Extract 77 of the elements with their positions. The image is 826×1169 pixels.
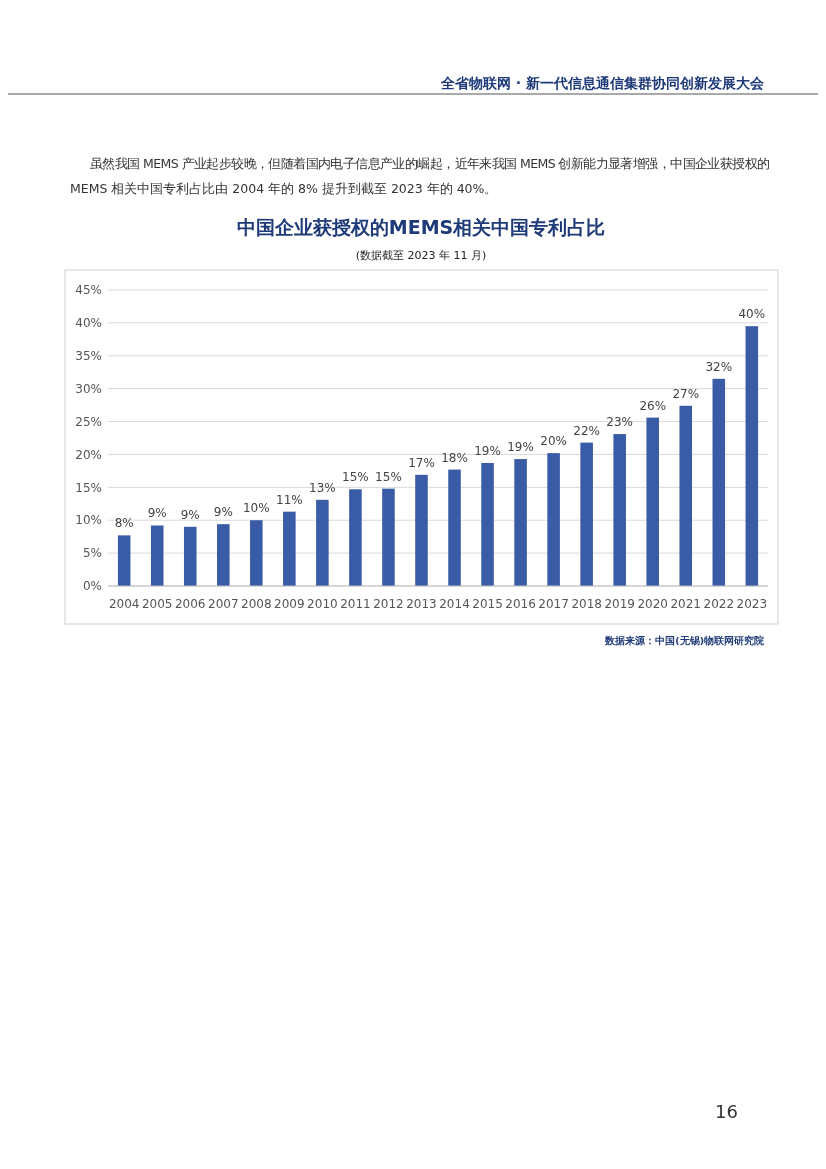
bar bbox=[117, 535, 131, 586]
y-tick-label: 10% bbox=[75, 513, 102, 528]
bar bbox=[514, 459, 527, 586]
x-tick-label: 2019 bbox=[604, 597, 635, 611]
x-tick-label: 2015 bbox=[472, 597, 503, 611]
x-tick-label: 2022 bbox=[703, 597, 735, 611]
data-label: 23% bbox=[606, 415, 634, 430]
text: 16 bbox=[715, 1101, 738, 1122]
data-label: 20% bbox=[540, 434, 567, 449]
bar bbox=[415, 474, 428, 586]
y-tick-label: 5% bbox=[82, 546, 102, 561]
x-tick-label: 2005 bbox=[141, 597, 173, 611]
data-label: 9% bbox=[180, 507, 200, 522]
data-label: 13% bbox=[309, 480, 336, 495]
x-tick-label: 2017 bbox=[538, 597, 569, 611]
text: 全省物联网 · 新一代信息通信集群协同创新发展大会 bbox=[439, 75, 765, 91]
bar bbox=[150, 525, 164, 586]
bar bbox=[646, 417, 659, 586]
data-label: 8% bbox=[114, 516, 134, 531]
bar bbox=[283, 511, 296, 586]
data-label: 18% bbox=[441, 450, 468, 465]
y-tick-label: 35% bbox=[75, 348, 102, 363]
bar bbox=[183, 526, 197, 586]
data-label: 19% bbox=[507, 440, 534, 455]
bar bbox=[613, 434, 626, 586]
data-label: 27% bbox=[672, 386, 700, 401]
bar bbox=[448, 469, 461, 586]
x-tick-label: 2016 bbox=[505, 597, 536, 611]
y-tick-label: 40% bbox=[75, 316, 102, 331]
data-label: 19% bbox=[474, 444, 501, 458]
data-label: 15% bbox=[375, 469, 402, 484]
x-tick-label: 2021 bbox=[670, 597, 702, 611]
bar bbox=[547, 453, 560, 586]
y-tick-label: 25% bbox=[75, 414, 102, 429]
x-tick-label: 2012 bbox=[373, 597, 404, 611]
bar bbox=[382, 488, 395, 586]
y-tick-label: 30% bbox=[75, 381, 102, 396]
y-tick-label: 45% bbox=[75, 283, 102, 298]
bar bbox=[580, 442, 593, 586]
data-label: 11% bbox=[276, 492, 303, 507]
bar bbox=[745, 326, 759, 586]
x-tick-label: 2006 bbox=[174, 597, 206, 611]
data-label: 40% bbox=[738, 307, 766, 322]
data-label: 32% bbox=[705, 359, 733, 374]
bar bbox=[250, 520, 263, 586]
x-tick-label: 2020 bbox=[637, 597, 668, 611]
bar bbox=[712, 378, 726, 586]
data-label: 10% bbox=[242, 501, 270, 516]
source-note: 数据来源：中国(无锡)物联网研究院 bbox=[604, 635, 764, 646]
data-label: 26% bbox=[639, 398, 667, 413]
y-tick-label: 15% bbox=[75, 480, 102, 495]
bar bbox=[217, 524, 230, 586]
x-tick-label: 2004 bbox=[108, 597, 140, 611]
bar bbox=[316, 499, 329, 586]
data-label: 22% bbox=[573, 423, 600, 438]
data-label: 9% bbox=[213, 505, 233, 520]
data-label: 17% bbox=[408, 455, 435, 470]
x-tick-label: 2013 bbox=[406, 597, 437, 611]
bar bbox=[679, 405, 693, 586]
x-tick-label: 2023 bbox=[736, 597, 768, 611]
x-tick-label: 2011 bbox=[340, 597, 371, 611]
x-tick-label: 2007 bbox=[208, 597, 239, 611]
y-tick-label: 20% bbox=[75, 447, 102, 462]
text: 虽然我国 MEMS 产业起步较晚，但随着国内电子信息产业的崛起，近年来我国 MEMS 创新能力显著增强，中国企业获授权的 bbox=[90, 156, 770, 171]
y-tick-label: 0% bbox=[82, 579, 102, 594]
x-tick-label: 2008 bbox=[241, 597, 272, 611]
chart-title: 中国企业获授权的MEMS相关中国专利占比 bbox=[236, 216, 606, 238]
x-tick-label: 2009 bbox=[274, 597, 305, 611]
data-label: 15% bbox=[342, 470, 369, 485]
x-tick-label: 2018 bbox=[571, 597, 602, 611]
bar bbox=[481, 463, 494, 586]
data-label: 9% bbox=[147, 506, 167, 521]
bar bbox=[349, 489, 362, 586]
chart-subtitle: (数据截至 2023 年 11 月) bbox=[355, 249, 487, 262]
text: MEMS 相关中国专利占比由 2004 年的 8% 提升到截至 2023 年的 40%。 bbox=[70, 181, 498, 196]
x-tick-label: 2010 bbox=[307, 597, 338, 611]
x-tick-label: 2014 bbox=[439, 597, 470, 611]
